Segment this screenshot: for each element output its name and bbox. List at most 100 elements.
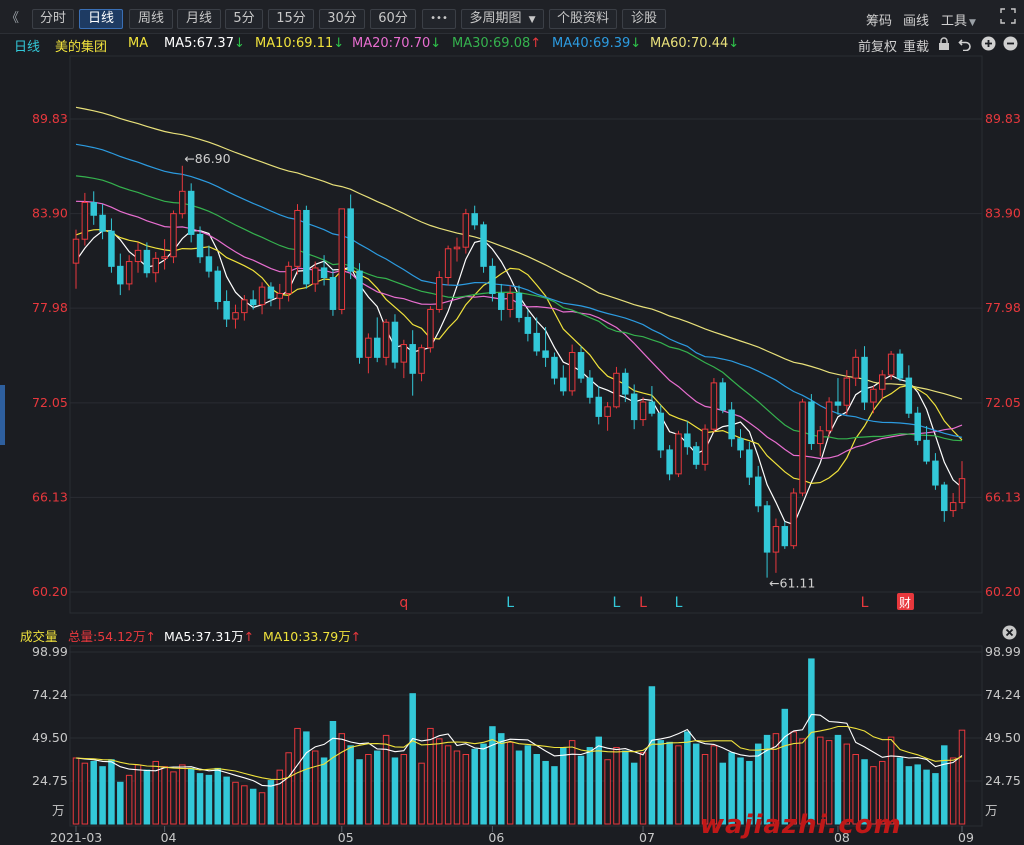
volume-ma10-text: MA10:33.79万 bbox=[263, 629, 351, 644]
candle-body bbox=[90, 201, 97, 216]
candle-body bbox=[728, 409, 735, 440]
volume-bar bbox=[657, 740, 665, 825]
volume-bar bbox=[249, 788, 257, 825]
volume-bar bbox=[117, 781, 124, 825]
date-axis: 2021-03 04 05 06 07 08 09 bbox=[50, 826, 974, 845]
volume-bar bbox=[754, 743, 762, 825]
annotations: ←86.90 ←61.11 bbox=[184, 151, 815, 591]
volume-bar bbox=[471, 748, 478, 825]
candles bbox=[72, 165, 966, 578]
tab-5min[interactable]: 5分 bbox=[225, 9, 263, 29]
volume-bar bbox=[125, 774, 133, 825]
volume-bar bbox=[223, 776, 230, 825]
chips-button[interactable]: 筹码 bbox=[866, 14, 893, 29]
volume-bar bbox=[648, 686, 656, 825]
close-icon[interactable] bbox=[1002, 625, 1017, 643]
volume-bar bbox=[852, 753, 859, 825]
volume-bar bbox=[692, 743, 700, 825]
volume-tick-left: 49.50 bbox=[32, 730, 68, 745]
candle-body bbox=[329, 277, 337, 310]
volume-bar bbox=[400, 753, 408, 825]
candle-body bbox=[701, 428, 709, 465]
tab-60min[interactable]: 60分 bbox=[370, 9, 416, 29]
tab-weekly[interactable]: 周线 bbox=[129, 9, 173, 29]
lock-icon[interactable] bbox=[938, 37, 950, 55]
stock-profile-button[interactable]: 个股资料 bbox=[549, 9, 617, 29]
volume-tick-left: 98.99 bbox=[32, 644, 68, 659]
ma-indicator-label[interactable]: MA bbox=[128, 36, 149, 51]
candle-body bbox=[515, 292, 523, 318]
volume-bar bbox=[489, 726, 496, 825]
volume-bar bbox=[108, 759, 115, 825]
signal-marker: L bbox=[639, 595, 647, 611]
draw-line-button[interactable]: 画线 bbox=[903, 14, 930, 29]
tab-30min[interactable]: 30分 bbox=[319, 9, 365, 29]
tab-intraday[interactable]: 分时 bbox=[32, 9, 74, 29]
volume-bar bbox=[356, 759, 363, 825]
diagnose-button[interactable]: 诊股 bbox=[622, 9, 666, 29]
tab-daily[interactable]: 日线 bbox=[79, 9, 123, 29]
volume-bar bbox=[808, 658, 815, 825]
date-label: 06 bbox=[488, 830, 504, 845]
candle-body bbox=[436, 277, 443, 310]
volume-bar bbox=[303, 731, 310, 825]
volume-bar bbox=[515, 750, 523, 825]
volume-bar bbox=[958, 729, 966, 825]
arrow-down-icon: ↓ bbox=[333, 36, 345, 51]
arrow-down-icon: ↓ bbox=[430, 36, 442, 51]
volume-bar bbox=[409, 693, 416, 825]
finance-badge-bg bbox=[896, 593, 914, 610]
volume-bar bbox=[941, 745, 948, 825]
arrow-up-icon: ↑ bbox=[530, 36, 542, 51]
expand-icon[interactable] bbox=[1000, 8, 1016, 28]
candle-body bbox=[267, 286, 275, 299]
undo-icon[interactable] bbox=[958, 37, 972, 55]
price-tick-right: 66.13 bbox=[985, 489, 1021, 504]
zoom-in-icon[interactable] bbox=[981, 36, 996, 55]
volume-bar bbox=[834, 734, 842, 825]
candle-body bbox=[400, 344, 408, 363]
extreme-price-label: ←86.90 bbox=[184, 151, 230, 166]
volume-title[interactable]: 成交量 bbox=[20, 629, 58, 644]
more-periods-button[interactable]: ••• bbox=[422, 9, 456, 29]
tab-15min[interactable]: 15分 bbox=[268, 9, 314, 29]
candle-body bbox=[834, 401, 842, 406]
volume-unit-left: 万 bbox=[52, 803, 65, 818]
candle-body bbox=[719, 382, 727, 411]
adjust-mode-button[interactable]: 前复权 bbox=[858, 40, 898, 55]
candle-body bbox=[816, 430, 824, 445]
sidebar-handle[interactable] bbox=[0, 385, 5, 445]
candle-body bbox=[941, 484, 948, 512]
multi-period-dropdown[interactable]: 多周期图 ▼ bbox=[461, 9, 544, 29]
candlestick-chart[interactable]: 89.83 89.83 83.90 83.90 77.98 77.98 72.05 72.05… bbox=[0, 54, 1024, 620]
candle-body bbox=[577, 352, 585, 379]
volume-bar bbox=[551, 766, 558, 825]
volume-chart[interactable]: 98.99 98.99 74.24 74.24 49.50 49.50 24.75 24.75… bbox=[0, 644, 1024, 845]
volume-bar bbox=[436, 738, 443, 825]
volume-bar bbox=[311, 750, 319, 825]
signal-marker: L bbox=[506, 595, 514, 611]
volume-tick-right: 98.99 bbox=[985, 644, 1021, 659]
candle-body bbox=[303, 209, 310, 285]
collapse-sidebar-icon[interactable]: 《 bbox=[6, 11, 20, 26]
candle-body bbox=[914, 412, 921, 441]
ma-line-ma10 bbox=[75, 228, 963, 485]
candle-body bbox=[276, 292, 284, 299]
signal-marker: L bbox=[613, 595, 621, 611]
arrow-down-icon: ↓ bbox=[630, 36, 642, 51]
zoom-out-icon[interactable] bbox=[1003, 36, 1018, 55]
tools-menu[interactable]: 工具 ▼ bbox=[941, 10, 976, 29]
candle-body bbox=[294, 209, 301, 267]
reload-button[interactable]: 重载 bbox=[903, 40, 930, 55]
volume-bar bbox=[347, 745, 354, 825]
volume-bar bbox=[258, 792, 266, 825]
volume-bar bbox=[728, 752, 735, 825]
tab-monthly[interactable]: 月线 bbox=[177, 9, 221, 29]
volume-frame bbox=[69, 645, 983, 827]
candle-body bbox=[675, 433, 682, 475]
volume-bar bbox=[205, 774, 213, 825]
candle-body bbox=[604, 406, 611, 417]
volume-bar bbox=[790, 731, 797, 825]
price-axis: 89.83 89.83 83.90 83.90 77.98 77.98 72.05 72.05… bbox=[32, 111, 1021, 599]
volume-tick-right: 24.75 bbox=[985, 773, 1021, 788]
